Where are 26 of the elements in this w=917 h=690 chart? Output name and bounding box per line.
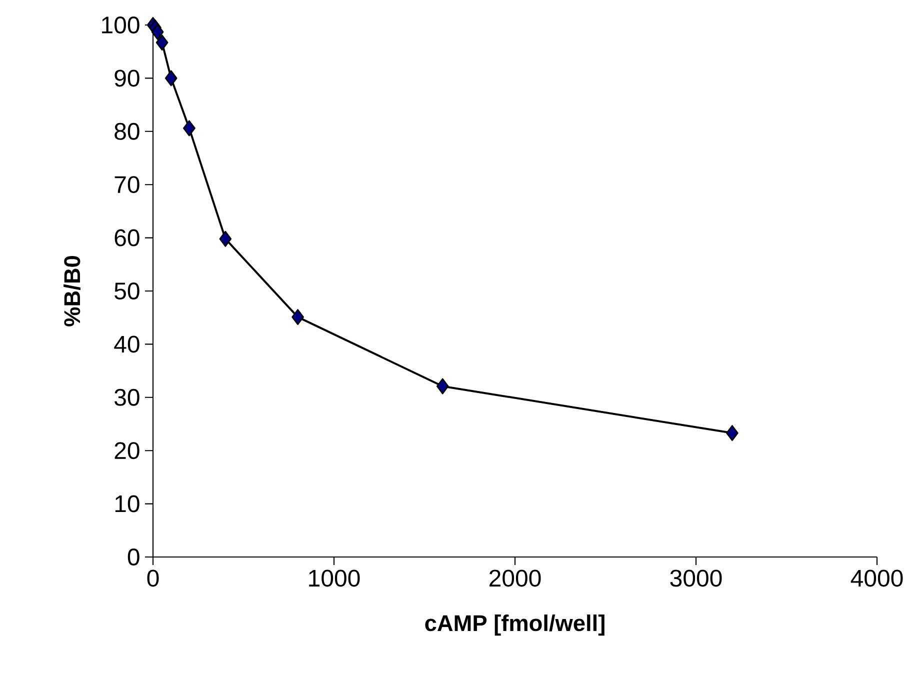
y-tick-label: 40 bbox=[114, 336, 140, 353]
point bbox=[219, 230, 232, 247]
x-tick-label: 1000 bbox=[309, 570, 360, 587]
y-tick-label: 80 bbox=[114, 122, 140, 140]
y-tick-label: 50 bbox=[114, 282, 140, 300]
point bbox=[156, 34, 168, 51]
y-tick-label: 70 bbox=[114, 176, 140, 194]
y-tick-label: 10 bbox=[115, 495, 140, 512]
point bbox=[436, 378, 449, 394]
x-tick-label: 2000 bbox=[490, 570, 541, 587]
y-tick-label: 100 bbox=[102, 16, 140, 34]
x-axis-title: cAMP [fmol/well] bbox=[425, 614, 604, 636]
x-tick-label: 3000 bbox=[670, 570, 722, 587]
y-tick-label: 0 bbox=[128, 548, 140, 566]
y-tick-label: 20 bbox=[114, 442, 140, 460]
y-tick-label: 30 bbox=[114, 388, 140, 406]
point bbox=[151, 24, 164, 40]
x-tick-label: 0 bbox=[147, 570, 159, 587]
y-axis-title: %B/B0 bbox=[64, 256, 80, 326]
point bbox=[292, 309, 304, 326]
x-tick-label: 4000 bbox=[850, 570, 903, 587]
y-tick-label: 90 bbox=[114, 70, 140, 87]
point bbox=[164, 70, 178, 86]
y-tick-label: 60 bbox=[114, 229, 140, 246]
point bbox=[183, 120, 196, 136]
point bbox=[726, 425, 738, 442]
